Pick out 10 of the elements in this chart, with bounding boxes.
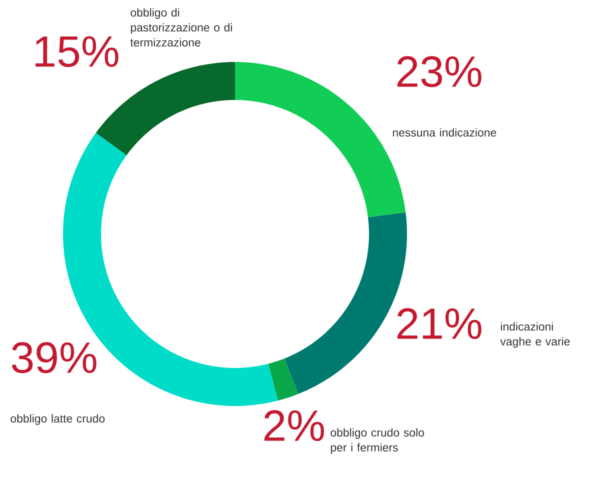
- slice-label: obbligo crudo solo per i fermiers: [330, 428, 424, 454]
- data-label: 15%: [36, 36, 118, 68]
- data-label: 21%: [397, 308, 482, 340]
- slice-label: indicazioni vaghe e varie: [500, 322, 570, 348]
- data-label: 2%: [264, 410, 324, 442]
- data-label: 39%: [12, 342, 96, 374]
- slice-label: nessuna indicazione: [392, 128, 496, 137]
- data-label: 23%: [397, 56, 482, 88]
- slice-label: obbligo latte crudo: [10, 414, 105, 425]
- slice-label: obbligo di pastorizzazione o di termizzazione: [130, 8, 232, 46]
